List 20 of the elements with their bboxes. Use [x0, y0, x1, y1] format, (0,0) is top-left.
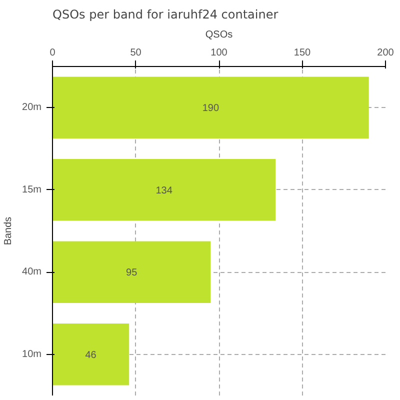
x-tick-label: 200 — [377, 48, 394, 58]
x-tick-label: 0 — [50, 48, 56, 58]
chart-title: QSOs per band for iaruhf24 container — [52, 8, 278, 22]
y-axis-title: Bands — [3, 216, 14, 246]
data-label: 134 — [156, 185, 173, 196]
y-tick-label: 40m — [22, 266, 42, 278]
bar — [52, 159, 276, 221]
bar — [52, 324, 130, 386]
x-axis-title: QSOs — [205, 30, 233, 40]
data-label: 190 — [202, 103, 220, 114]
data-label: 95 — [126, 268, 138, 279]
x-tick-label: 50 — [130, 48, 142, 58]
y-tick-label: 10m — [22, 348, 42, 360]
data-label: 46 — [85, 350, 97, 361]
x-tick-label: 100 — [210, 48, 228, 58]
x-tick-label: 150 — [294, 48, 312, 58]
y-tick-label: 20m — [22, 102, 42, 114]
y-tick-label: 15m — [22, 184, 42, 196]
bar — [52, 76, 369, 138]
bar — [52, 241, 211, 303]
